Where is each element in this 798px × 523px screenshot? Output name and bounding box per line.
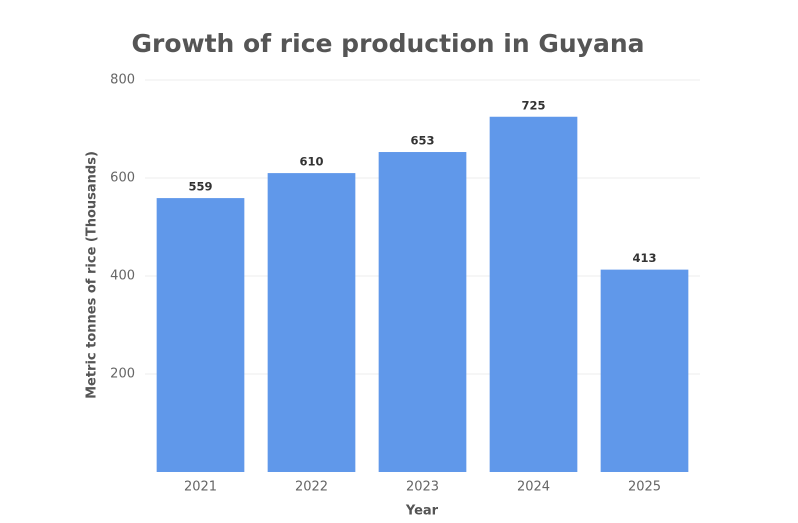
bar: [378, 152, 467, 472]
y-tick-label: 200: [110, 367, 135, 382]
y-tick-label: 400: [110, 269, 135, 284]
value-label: 559: [188, 180, 212, 194]
chart-title: Growth of rice production in Guyana: [131, 29, 644, 58]
x-tick-label: 2024: [517, 480, 550, 495]
x-tick-label: 2023: [406, 480, 439, 495]
bar: [489, 116, 578, 472]
x-tick-label: 2025: [628, 480, 661, 495]
y-tick-label: 800: [110, 73, 135, 88]
x-tick-label: 2021: [184, 480, 217, 495]
value-label: 725: [521, 98, 545, 112]
y-tick-label: 600: [110, 171, 135, 186]
x-tick-label: 2022: [295, 480, 328, 495]
bar: [156, 198, 245, 472]
x-axis-title: Year: [405, 504, 439, 519]
value-label: 413: [632, 251, 656, 265]
bar: [267, 173, 356, 472]
value-label: 653: [410, 134, 434, 148]
bar: [600, 269, 689, 472]
value-label: 610: [299, 155, 323, 169]
y-axis-title: Metric tonnes of rice (Thousands): [85, 151, 100, 399]
